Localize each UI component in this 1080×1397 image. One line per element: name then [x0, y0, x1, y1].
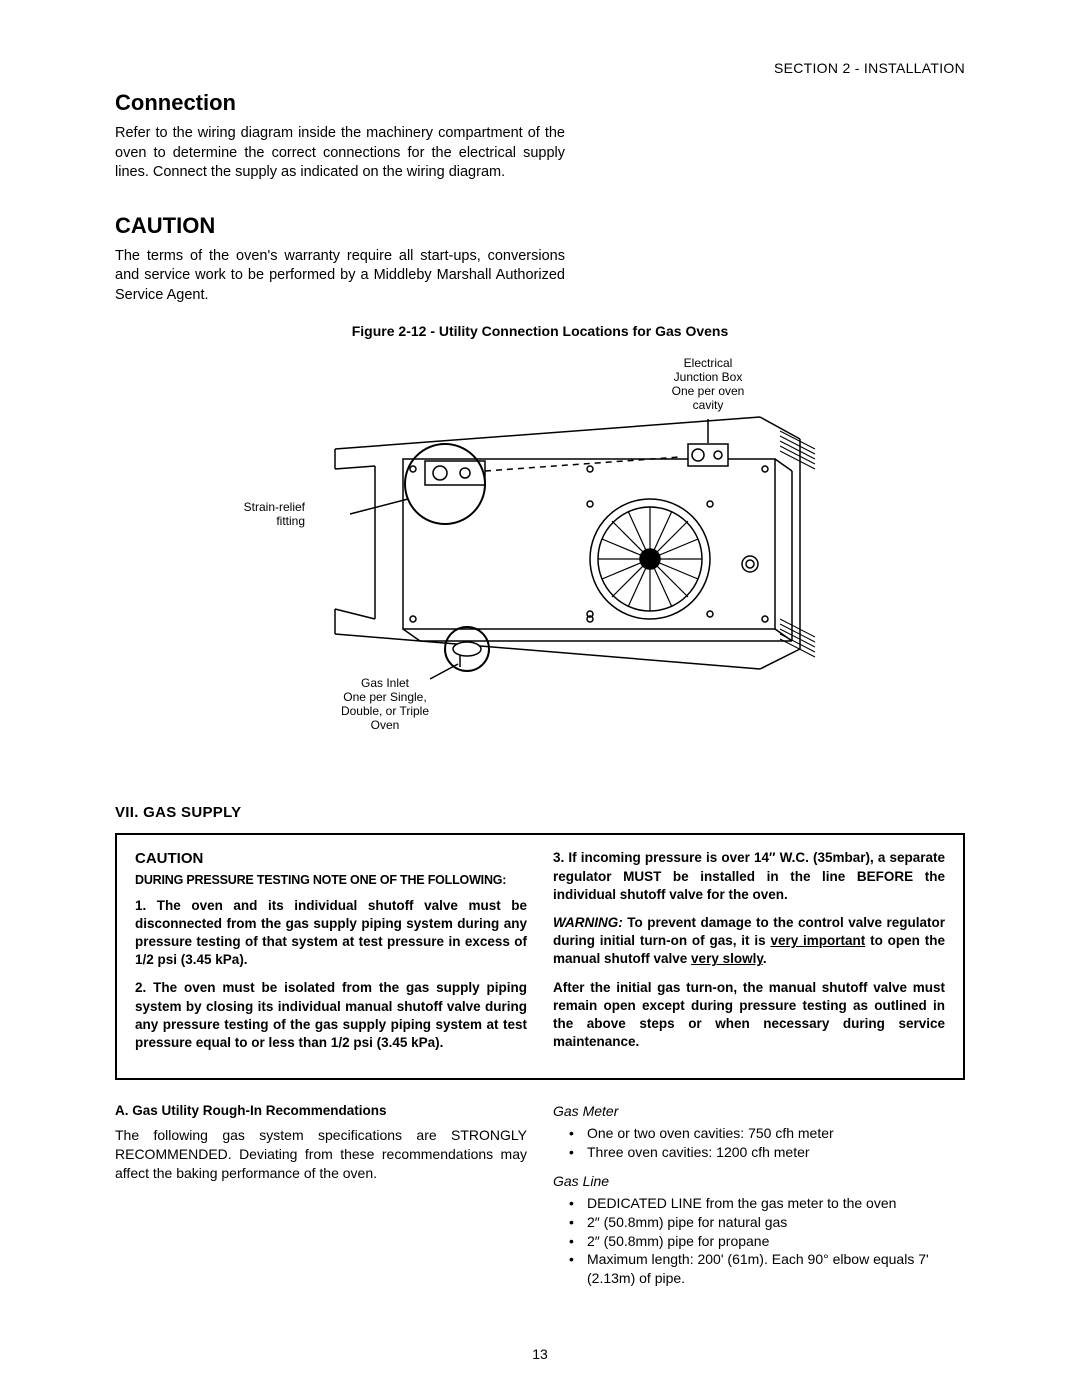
- figure-diagram: Electrical Junction Box One per oven cav…: [115, 349, 965, 744]
- gas-meter-list: One or two oven cavities: 750 cfh meter …: [553, 1124, 965, 1162]
- warning-u2: very slowly: [691, 951, 763, 966]
- svg-text:Double, or Triple: Double, or Triple: [341, 704, 429, 718]
- caution-right-warning: WARNING: To prevent damage to the contro…: [553, 914, 945, 969]
- caution-right-col: 3. If incoming pressure is over 14″ W.C.…: [553, 849, 945, 1062]
- gas-supply-heading: VII. GAS SUPPLY: [115, 804, 965, 821]
- rough-in-body: The following gas system specifications …: [115, 1126, 527, 1183]
- gas-meter-head: Gas Meter: [553, 1102, 965, 1121]
- rough-in-heading: A. Gas Utility Rough-In Recommendations: [115, 1102, 527, 1120]
- gas-line-list: DEDICATED LINE from the gas meter to the…: [553, 1194, 965, 1288]
- caution-box-title: CAUTION: [135, 849, 527, 869]
- rough-in-right: Gas Meter One or two oven cavities: 750 …: [553, 1102, 965, 1298]
- caution-left-p2: 2. The oven must be isolated from the ga…: [135, 979, 527, 1052]
- list-item: Three oven cavities: 1200 cfh meter: [573, 1143, 965, 1162]
- caution-heading: CAUTION: [115, 213, 965, 239]
- list-item: Maximum length: 200' (61m). Each 90° elb…: [573, 1250, 965, 1288]
- warning-body-c: .: [763, 951, 767, 966]
- caution-right-p3: After the initial gas turn-on, the manua…: [553, 979, 945, 1052]
- connection-heading: Connection: [115, 90, 965, 116]
- warning-prefix: WARNING:: [553, 915, 623, 930]
- svg-text:fitting: fitting: [276, 514, 305, 528]
- caution-body: The terms of the oven's warranty require…: [115, 247, 565, 306]
- caution-left-col: CAUTION DURING PRESSURE TESTING NOTE ONE…: [135, 849, 527, 1062]
- list-item: 2″ (50.8mm) pipe for natural gas: [573, 1213, 965, 1232]
- svg-text:Electrical: Electrical: [684, 356, 733, 370]
- figure-caption: Figure 2-12 - Utility Connection Locatio…: [115, 323, 965, 339]
- connection-body: Refer to the wiring diagram inside the m…: [115, 124, 565, 183]
- svg-text:Gas Inlet: Gas Inlet: [361, 676, 410, 690]
- svg-text:One per Single,: One per Single,: [343, 690, 426, 704]
- page-number: 13: [0, 1346, 1080, 1362]
- caution-right-p1: 3. If incoming pressure is over 14″ W.C.…: [553, 849, 945, 904]
- list-item: 2″ (50.8mm) pipe for propane: [573, 1232, 965, 1251]
- warning-u1: very important: [770, 933, 865, 948]
- svg-text:cavity: cavity: [693, 398, 724, 412]
- svg-text:One per oven: One per oven: [672, 384, 745, 398]
- rough-in-left: A. Gas Utility Rough-In Recommendations …: [115, 1102, 527, 1298]
- list-item: DEDICATED LINE from the gas meter to the…: [573, 1194, 965, 1213]
- list-item: One or two oven cavities: 750 cfh meter: [573, 1124, 965, 1143]
- svg-text:Oven: Oven: [371, 718, 400, 732]
- section-header: SECTION 2 - INSTALLATION: [774, 60, 965, 76]
- caution-left-p1: 1. The oven and its individual shutoff v…: [135, 897, 527, 970]
- svg-text:Junction Box: Junction Box: [674, 370, 743, 384]
- gas-line-head: Gas Line: [553, 1172, 965, 1191]
- caution-box-subtitle: DURING PRESSURE TESTING NOTE ONE OF THE …: [135, 872, 527, 889]
- svg-text:Strain-relief: Strain-relief: [244, 500, 306, 514]
- caution-box: CAUTION DURING PRESSURE TESTING NOTE ONE…: [115, 833, 965, 1080]
- rough-in-columns: A. Gas Utility Rough-In Recommendations …: [115, 1102, 965, 1298]
